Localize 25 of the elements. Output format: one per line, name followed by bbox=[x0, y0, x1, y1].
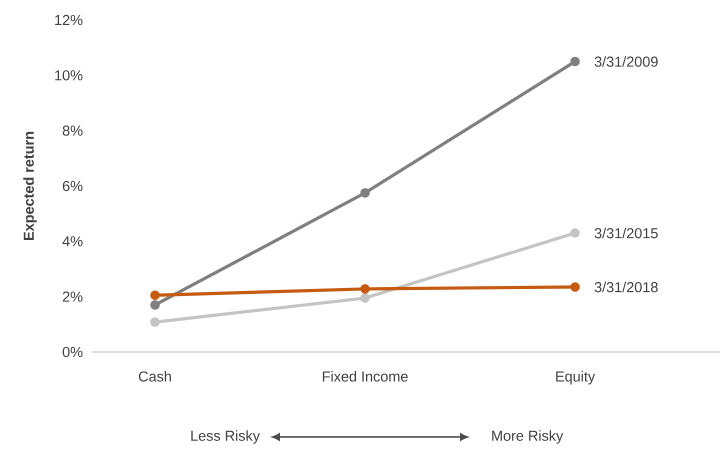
point bbox=[150, 300, 160, 310]
y-axis-title: Expected return bbox=[23, 132, 37, 240]
y-tick-label: 10% bbox=[55, 70, 82, 80]
point bbox=[150, 317, 160, 327]
point bbox=[570, 56, 580, 66]
text: More Risky bbox=[492, 430, 564, 444]
point bbox=[150, 290, 160, 300]
y-tick-label: 6% bbox=[62, 180, 82, 192]
y-tick-label: 0% bbox=[62, 346, 82, 358]
point bbox=[360, 188, 370, 198]
x-tick-label: Fixed Income bbox=[322, 371, 408, 382]
series-label: 3/31/2009 bbox=[594, 56, 658, 67]
y-tick-label: 12% bbox=[55, 14, 82, 26]
point bbox=[360, 293, 370, 303]
x-tick-label: Cash bbox=[138, 371, 171, 382]
point bbox=[570, 282, 580, 292]
y-tick-label: 8% bbox=[62, 126, 82, 136]
point bbox=[360, 284, 370, 294]
series-label: 3/31/2018 bbox=[594, 282, 658, 292]
y-tick-label: 2% bbox=[62, 292, 82, 302]
point bbox=[570, 228, 580, 238]
x-tick-label: Equity bbox=[556, 371, 596, 384]
text: Less Risky bbox=[191, 430, 260, 444]
series-label: 3/31/2015 bbox=[594, 228, 658, 238]
y-tick-label: 4% bbox=[62, 236, 82, 246]
